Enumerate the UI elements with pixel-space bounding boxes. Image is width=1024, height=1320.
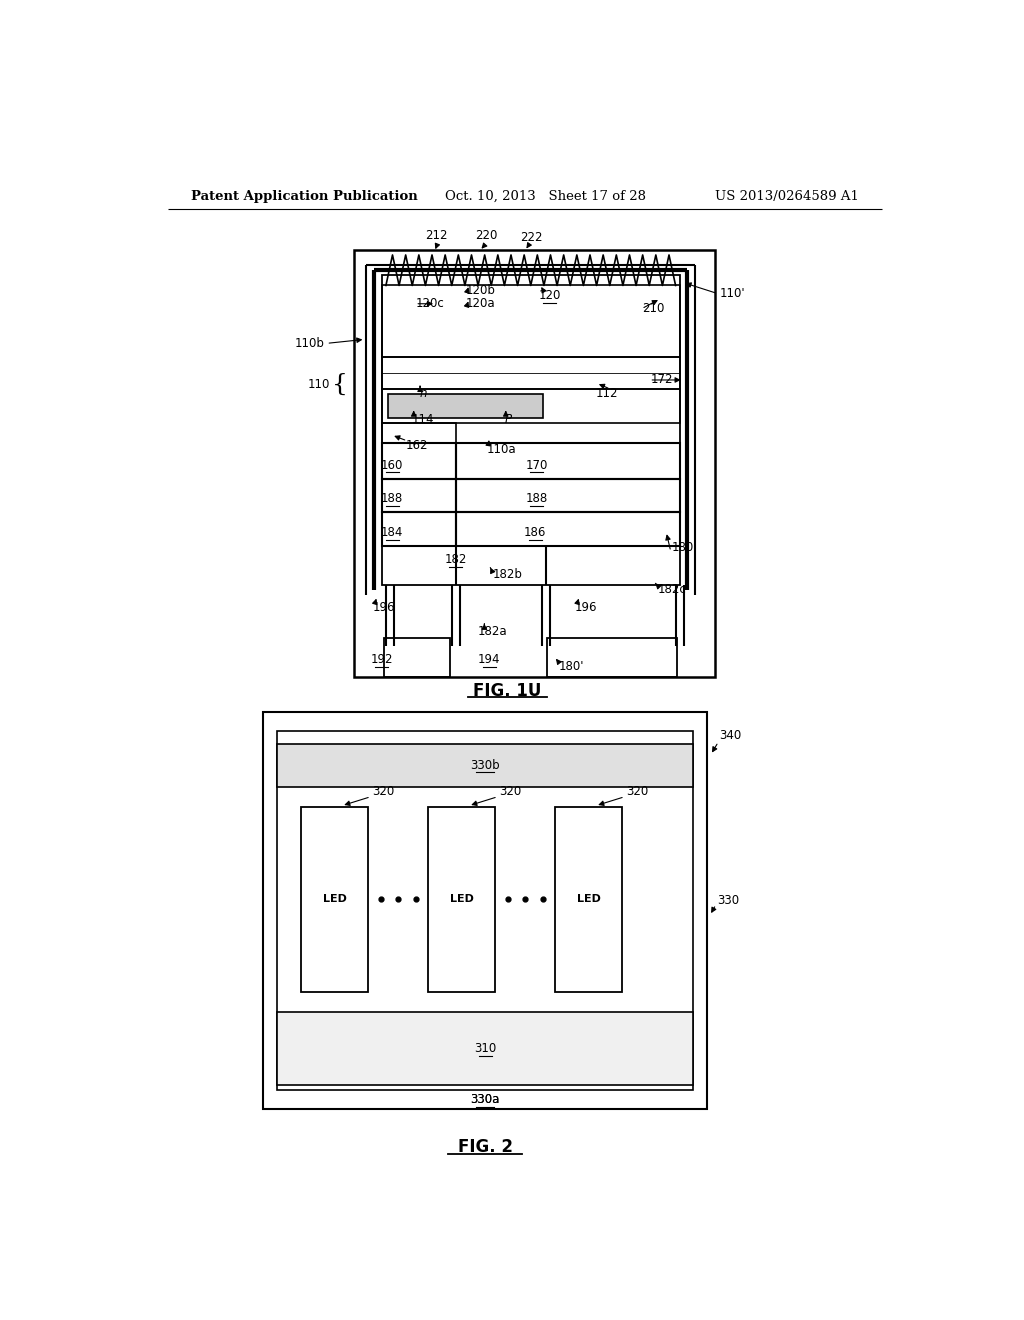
Text: P: P <box>505 413 512 426</box>
Text: 320: 320 <box>373 785 394 799</box>
Text: 110': 110' <box>719 286 744 300</box>
Text: FIG. 2: FIG. 2 <box>458 1138 513 1156</box>
Bar <box>382 512 457 545</box>
Text: 120c: 120c <box>416 297 444 310</box>
Text: 112: 112 <box>596 387 618 400</box>
Text: 160: 160 <box>381 459 403 471</box>
Text: FIG. 1U: FIG. 1U <box>473 682 542 700</box>
Bar <box>388 395 543 417</box>
Text: 320: 320 <box>627 785 648 799</box>
Text: 182b: 182b <box>494 568 523 581</box>
Text: 182c: 182c <box>658 583 687 595</box>
Text: 172: 172 <box>650 374 673 387</box>
Text: 194: 194 <box>478 653 501 667</box>
Text: {: { <box>332 372 348 396</box>
Text: 196: 196 <box>373 601 395 614</box>
Bar <box>278 1012 693 1085</box>
Text: 186: 186 <box>524 525 547 539</box>
Bar <box>457 444 680 479</box>
Text: 330a: 330a <box>470 1093 500 1106</box>
Text: Patent Application Publication: Patent Application Publication <box>191 190 418 202</box>
Bar <box>382 422 457 444</box>
Text: 188: 188 <box>381 492 403 506</box>
Bar <box>278 731 693 1090</box>
Text: 330b: 330b <box>470 759 500 772</box>
Bar <box>547 638 677 677</box>
Bar <box>384 638 450 677</box>
Text: 170: 170 <box>525 459 548 471</box>
Bar <box>555 807 623 991</box>
Text: LED: LED <box>450 895 474 904</box>
Text: 330a: 330a <box>470 1093 500 1106</box>
Text: 320: 320 <box>500 785 521 799</box>
Bar <box>301 807 369 991</box>
Text: 310: 310 <box>474 1043 497 1055</box>
Text: LED: LED <box>323 895 347 904</box>
Text: US 2013/0264589 A1: US 2013/0264589 A1 <box>715 190 859 202</box>
Bar <box>382 389 680 422</box>
Text: 184: 184 <box>381 525 403 539</box>
Text: 210: 210 <box>642 302 665 315</box>
Text: 182: 182 <box>444 553 467 566</box>
Text: 110a: 110a <box>486 442 516 455</box>
Text: n: n <box>419 387 427 400</box>
Text: Oct. 10, 2013   Sheet 17 of 28: Oct. 10, 2013 Sheet 17 of 28 <box>445 190 646 202</box>
Bar <box>382 356 680 389</box>
Text: 330: 330 <box>717 894 739 907</box>
Text: 182a: 182a <box>477 624 507 638</box>
Text: 222: 222 <box>520 231 543 244</box>
Bar <box>382 444 457 479</box>
Bar <box>263 713 708 1109</box>
Text: 192: 192 <box>371 653 393 667</box>
Bar <box>382 276 680 585</box>
Bar <box>354 249 715 677</box>
Bar <box>457 512 680 545</box>
Text: 120a: 120a <box>465 297 495 310</box>
Bar <box>278 744 693 787</box>
Text: 110b: 110b <box>295 337 325 350</box>
Text: 188: 188 <box>525 492 548 506</box>
Bar <box>382 285 680 356</box>
Text: 180': 180' <box>559 660 585 673</box>
Text: LED: LED <box>577 895 601 904</box>
Bar <box>457 479 680 512</box>
Text: 196: 196 <box>574 601 597 614</box>
Text: 120: 120 <box>539 289 560 302</box>
Text: 180': 180' <box>672 541 697 554</box>
Text: 114: 114 <box>412 413 434 426</box>
Text: 220: 220 <box>475 228 498 242</box>
Text: 340: 340 <box>719 729 741 742</box>
Text: 162: 162 <box>406 438 428 451</box>
Text: 110: 110 <box>307 378 330 391</box>
Text: 212: 212 <box>425 228 447 242</box>
Bar <box>382 479 457 512</box>
Text: 120b: 120b <box>465 284 496 297</box>
Bar <box>428 807 496 991</box>
